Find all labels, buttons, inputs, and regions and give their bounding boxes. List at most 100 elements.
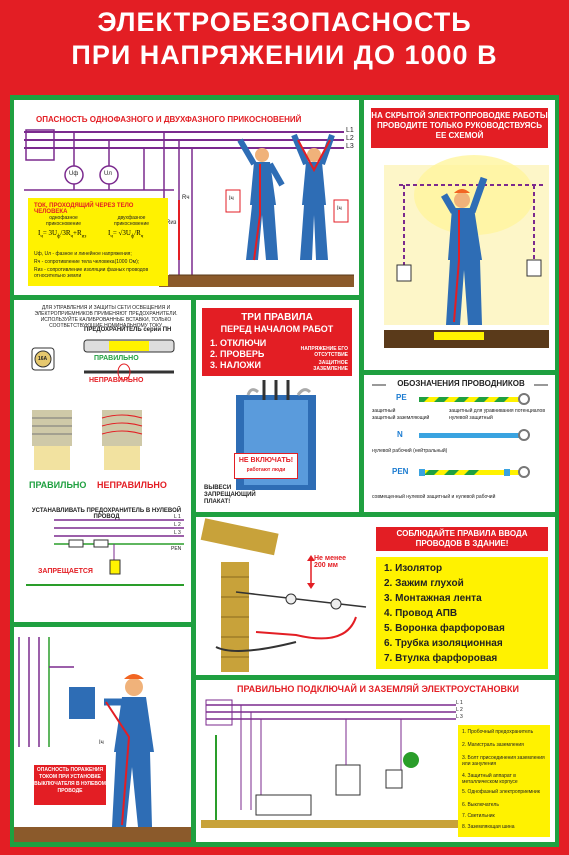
hidden-wiring-illustration [384,155,549,348]
line-label-l2: L2 [346,135,354,142]
title-line-1: ЭЛЕКТРОБЕЗОПАСНОСТЬ [97,7,472,37]
neutral-line-l2: L 2 [174,522,181,528]
fuse-ok-1: ПРАВИЛЬНО [94,355,139,362]
forbidden-label: ЗАПРЕЩАЕТСЯ [38,568,93,575]
hidden-wiring-banner: НА СКРЫТОЙ ЭЛЕКТРОПРОВОДКЕ РАБОТЫ ПРОВОД… [371,108,548,148]
panel-three-rules: ТРИ ПРАВИЛА ПЕРЕД НАЧАЛОМ РАБОТ 1. ОТКЛЮ… [196,300,359,512]
grounding-title: ПРАВИЛЬНО ПОДКЛЮЧАЙ И ЗАЗЕМЛЯЙ ЭЛЕКТРОУС… [237,684,519,694]
pen-desc: совмещенный нулевой защитный и нулевой р… [372,494,496,500]
formula-legend-3: Rиз - сопротивление изоляции фазных пров… [34,267,149,279]
n-label: N [397,430,403,439]
grounding-illustration [201,699,461,828]
formula-box: ТОК, ПРОХОДЯЩИЙ ЧЕРЕЗ ТЕЛО ЧЕЛОВЕКА одно… [28,198,168,286]
line-label-l1: L1 [346,127,354,134]
conductors-title: ОБОЗНАЧЕНИЯ ПРОВОДНИКОВ [397,379,525,388]
neutral-line-pen: PEN [171,546,182,552]
formula-col1: однофазное прикосновение [45,215,82,227]
formula-1: Iч= 3Uф/3Rч+Rиз [38,229,87,240]
ground-legend-box: 1. Пробочный предохранитель 2. Магистрал… [458,725,550,837]
wire-input-illustration [200,518,367,672]
ground-legend-7: 7. Светильник [462,813,495,819]
panel-phase-touch: ОПАСНОСТЬ ОДНОФАЗНОГО И ДВУХФАЗНОГО ПРИК… [14,100,359,295]
formula-box-title: ТОК, ПРОХОДЯЩИЙ ЧЕРЕЗ ТЕЛО ЧЕЛОВЕКА [34,203,134,215]
rules-title-2: ПЕРЕД НАЧАЛОМ РАБОТ [220,324,334,334]
fuse-bad-2: НЕПРАВИЛЬНО [97,480,167,490]
panel-grounding: ПРАВИЛЬНО ПОДКЛЮЧАЙ И ЗАЗЕМЛЯЙ ЭЛЕКТРОУС… [196,680,555,842]
pe-desc-3: защитный для уравнивания потенциалов [449,408,545,414]
rules-box: ТРИ ПРАВИЛА ПЕРЕД НАЧАЛОМ РАБОТ 1. ОТКЛЮ… [202,308,352,376]
ground-legend-1: 1. Пробочный предохранитель [462,729,534,735]
panel-wire-input: Не менее 200 мм СОБЛЮДАЙТЕ ПРАВИЛА ВВОДА… [196,517,555,675]
ground-legend-8: 8. Заземляющая шина [462,824,515,830]
ground-line-l3: L 3 [456,714,463,720]
ground-legend-3: 3. Болт присоединения заземления или зан… [462,755,545,767]
iz-label-2: Iч [337,206,342,212]
page-title: ЭЛЕКТРОБЕЗОПАСНОСТЬ ПРИ НАПРЯЖЕНИИ ДО 10… [0,6,569,72]
pe-desc-2: защитный заземляющий [372,415,430,421]
fuse-amp: 16A [38,356,48,362]
input-item-7: 7. Втулка фарфоровая [384,653,498,664]
neutral-danger-illustration [14,637,191,842]
fuse-series-label: ПРЕДОХРАНИТЕЛЬ серии ПН [84,327,172,333]
neutral-danger-warning: ОПАСНОСТЬ ПОРАЖЕНИЯ ТОКОМ ПРИ УСТАНОВКЕ … [34,765,106,805]
fuse-illustration [26,339,184,586]
ground-line-l2: L 2 [456,707,463,713]
rule-3-desc: ЗАЩИТНОЕ ЗАЗЕМЛЕНИЕ [313,360,348,372]
input-rules-banner: СОБЛЮДАЙТЕ ПРАВИЛА ВВОДА ПРОВОДОВ В ЗДАН… [376,527,548,551]
neutral-line-l3: L 3 [174,530,181,536]
input-item-2: 2. Зажим глухой [384,578,464,589]
rule-3: 3. НАЛОЖИ [210,360,261,370]
line-label-l3: L3 [346,143,354,150]
rule-2: 2. ПРОВЕРЬ [210,349,265,359]
hang-sign-text: ВЫВЕСИ ЗАПРЕЩАЮЩИЙ ПЛАКАТ! [204,485,256,505]
formula-legend-2: Rч - сопротивление тела человека(1000 Ом… [34,259,140,265]
input-item-3: 3. Монтажная лента [384,593,482,604]
fuse-ok-2: ПРАВИЛЬНО [29,480,87,490]
ground-legend-5: 5. Однофазный электроприемник [462,789,540,795]
riz-label: Rиз [166,220,177,226]
ground-legend-4: 4. Защитный аппарат в металлическом корп… [462,773,518,785]
neutral-fuse-title: УСТАНАВЛИВАТЬ ПРЕДОХРАНИТЕЛЬ В НУЛЕВОЙ П… [31,508,182,520]
input-item-4: 4. Провод АПВ [384,608,458,619]
pe-label: PE [396,393,407,402]
panel-fuses: ДЛЯ УПРАВЛЕНИЯ И ЗАЩИТЫ СЕТИ ОСВЕЩЕНИЯ И… [14,300,191,622]
rule-1: 1. ОТКЛЮЧИ [210,338,267,348]
input-item-6: 6. Трубка изоляционная [384,638,503,649]
panel-hidden-wiring: НА СКРЫТОЙ ЭЛЕКТРОПРОВОДКЕ РАБОТЫ ПРОВОД… [364,100,555,370]
warning-sign: НЕ ВКЛЮЧАТЬ! работают люди [234,453,298,479]
input-items-list: 1. Изолятор 2. Зажим глухой 3. Монтажная… [376,557,548,669]
ul-label: Uл [104,171,112,177]
input-item-1: 1. Изолятор [384,563,443,574]
pen-label: PEN [392,467,409,476]
panel-neutral-danger: Iч ОПАСНОСТЬ ПОРАЖЕНИЯ ТОКОМ ПРИ УСТАНОВ… [14,627,191,842]
iz-label-1: Iч [229,196,234,202]
warning-sign-sub: работают люди [246,467,286,473]
pe-desc-4: нулевой защитный [449,415,493,421]
conductor-illustration [372,384,548,478]
panel-phase-touch-title: ОПАСНОСТЬ ОДНОФАЗНОГО И ДВУХФАЗНОГО ПРИК… [36,115,302,124]
formula-col2: двухфазное прикосновение [113,215,150,227]
ground-legend-2: 2. Магистраль заземления [462,742,524,748]
fuse-intro: ДЛЯ УПРАВЛЕНИЯ И ЗАЩИТЫ СЕТИ ОСВЕЩЕНИЯ И… [34,305,178,329]
min-distance-label: Не менее 200 мм [314,555,346,569]
formula-2: Iч= √3Uф/Rч [108,229,144,240]
rules-title-1: ТРИ ПРАВИЛА [241,312,313,323]
phase-touch-illustration [24,129,354,287]
switchboard-illustration [236,380,316,490]
pe-desc-1: защитный [372,408,396,414]
neutral-line-l1: L 1 [174,514,181,520]
n-desc: нулевой рабочий (нейтральный) [372,448,448,454]
rule-2-desc: НАПРЯЖЕНИЕ ЕГО ОТСУТСТВИЕ [300,346,348,358]
rch-label: Rч [182,195,190,201]
title-line-2: ПРИ НАПРЯЖЕНИИ ДО 1000 В [71,40,498,70]
danger-iz-label: Iч [99,740,104,746]
formula-legend-1: Uф, Uл - фазное и линейное напряжения; [34,251,132,257]
panel-conductors: ОБОЗНАЧЕНИЯ ПРОВОДНИКОВ PE N PEN защитны… [364,375,555,512]
ground-legend-6: 6. Выключатель [462,802,499,808]
warning-sign-title: НЕ ВКЛЮЧАТЬ! [238,457,294,464]
fuse-bad-1: НЕПРАВИЛЬНО [89,377,144,384]
ground-line-l1: L 1 [456,700,463,706]
input-item-5: 5. Воронка фарфоровая [384,623,505,634]
uf-label: Uф [69,171,79,177]
